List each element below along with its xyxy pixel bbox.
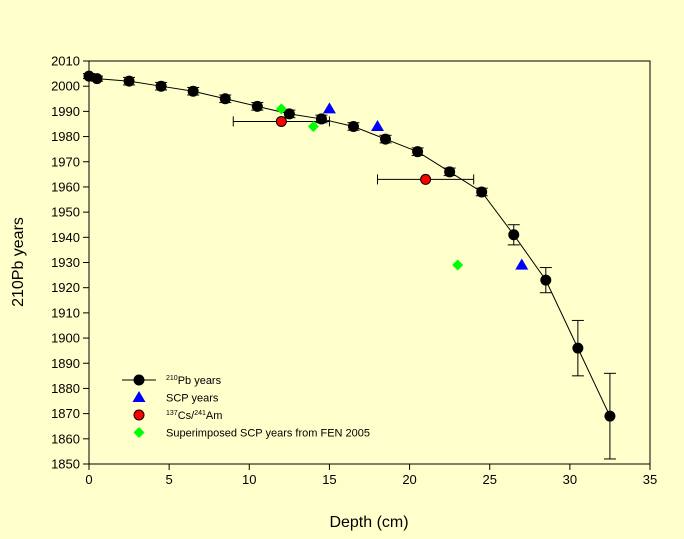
- x-tick-label: 5: [166, 472, 173, 487]
- legend-text-part: Superimposed SCP years from FEN 2005: [166, 428, 370, 440]
- pb-point: [91, 73, 103, 85]
- y-tick-label: 1980: [51, 129, 80, 144]
- csam-point: [275, 115, 287, 127]
- pb-point: [123, 75, 135, 87]
- legend-fen-marker: [133, 427, 145, 438]
- y-axis-title: 210Pb years: [10, 217, 27, 307]
- legend-text-part: SCP years: [166, 393, 219, 405]
- legend-pb-label: 210Pb years: [166, 375, 222, 387]
- y-tick-label: 1870: [51, 406, 80, 421]
- y-tick-label: 1970: [51, 154, 80, 169]
- scp-point: [515, 258, 529, 270]
- plot-area: [88, 60, 651, 465]
- y-tick-label: 1880: [51, 381, 80, 396]
- legend-text-part: Am: [206, 410, 223, 422]
- y-tick-label: 1910: [51, 305, 80, 320]
- x-tick-label: 30: [563, 472, 577, 487]
- pb-point: [412, 146, 424, 158]
- legend: 210Pb years SCP years 137Cs/241Am Superimpo…: [122, 374, 370, 440]
- legend-csam-label: 137Cs/241Am: [166, 410, 222, 422]
- legend-fen-label: Superimposed SCP years from FEN 2005: [166, 428, 370, 440]
- x-tick-label: 10: [242, 472, 256, 487]
- y-tick-label: 1960: [51, 179, 80, 194]
- y-tick-label: 1990: [51, 104, 80, 119]
- pb-point: [219, 93, 231, 105]
- fen-point: [275, 103, 287, 115]
- pb-point: [476, 186, 488, 198]
- y-tick-label: 2010: [51, 54, 80, 69]
- y-tick-label: 1900: [51, 331, 80, 346]
- y-tick-label: 1950: [51, 205, 80, 220]
- legend-superscript: 137: [166, 410, 178, 417]
- legend-pb-marker: [133, 374, 145, 386]
- scp-point: [371, 119, 385, 132]
- pb-point: [380, 133, 392, 145]
- legend-csam-marker: [133, 409, 145, 421]
- y-tick-label: 2000: [51, 79, 80, 94]
- pb-point: [444, 166, 456, 178]
- y-tick-label: 1890: [51, 356, 80, 371]
- scp-point: [322, 102, 336, 114]
- axes: 0 5 10 15 20 25 30 35 1850 1860 1870 1880 1890 1900 19…: [51, 54, 657, 488]
- x-axis-title: Depth (cm): [329, 514, 408, 531]
- x-tick-label: 0: [85, 472, 92, 487]
- legend-text-part: Cs/: [178, 410, 195, 422]
- pb-point: [251, 100, 263, 112]
- pb-point: [604, 410, 616, 422]
- legend-scp-label: SCP years: [166, 393, 219, 405]
- pb-point: [315, 113, 327, 125]
- y-tick-label: 1930: [51, 255, 80, 270]
- y-tick-label: 1940: [51, 230, 80, 245]
- y-tick-label: 1850: [51, 457, 80, 472]
- x-tick-label: 25: [482, 472, 496, 487]
- csam-point: [420, 173, 432, 185]
- fen-point: [452, 259, 464, 271]
- legend-superscript: 210: [166, 375, 178, 382]
- legend-superscript: 241: [194, 410, 206, 417]
- x-tick-label: 20: [402, 472, 416, 487]
- x-tick-label: 35: [643, 472, 657, 487]
- legend-scp-marker: [132, 391, 146, 403]
- legend-text-part: Pb years: [178, 375, 222, 387]
- y-tick-label: 1860: [51, 431, 80, 446]
- y-tick-label: 1920: [51, 280, 80, 295]
- series-layer: [83, 70, 616, 460]
- pb-point: [347, 120, 359, 132]
- x-tick-label: 15: [322, 472, 336, 487]
- pb-point: [155, 80, 167, 92]
- pb-point: [187, 85, 199, 97]
- pb-point: [572, 342, 584, 354]
- pb-point: [540, 274, 552, 286]
- pb-point: [508, 229, 520, 241]
- fen-point: [307, 120, 319, 132]
- pb-point: [283, 108, 295, 120]
